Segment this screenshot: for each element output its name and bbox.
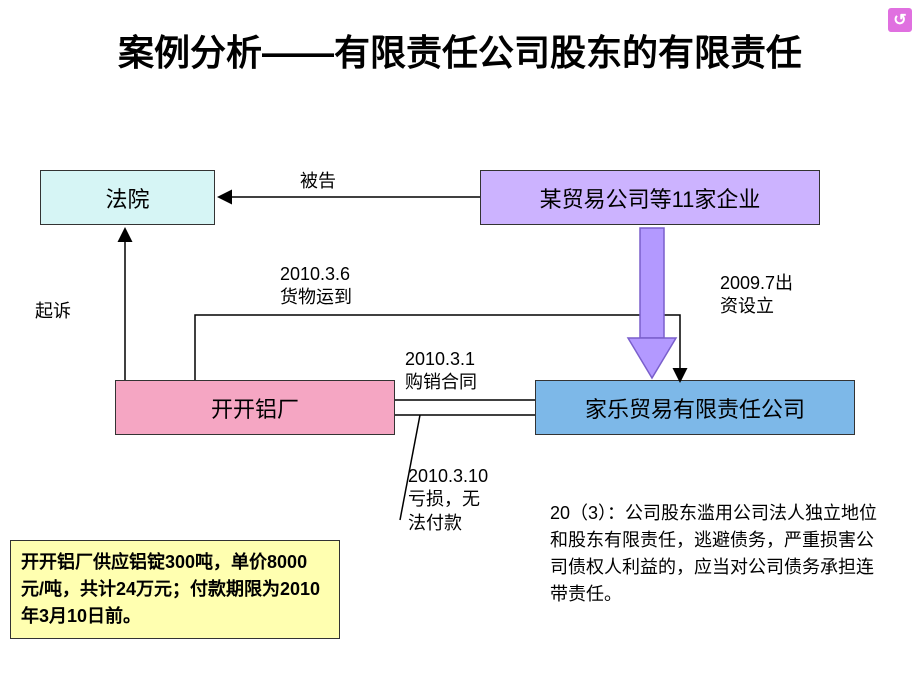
page-title: 案例分析——有限责任公司股东的有限责任 [0, 30, 920, 77]
node-court: 法院 [40, 170, 215, 225]
node-trading-companies-label: 某贸易公司等11家企业 [540, 182, 761, 214]
undo-icon[interactable]: ↺ [888, 8, 912, 32]
edge-label-establish: 2009.7出资设立 [720, 272, 793, 319]
note-box: 开开铝厂供应铝锭300吨，单价8000元/吨，共计24万元；付款期限为2010年… [10, 540, 340, 639]
edge-label-contract: 2010.3.1购销合同 [405, 348, 477, 395]
node-jiale-company: 家乐贸易有限责任公司 [535, 380, 855, 435]
edge-label-loss: 2010.3.10亏损，无法付款 [408, 465, 488, 535]
node-kaikai-label: 开开铝厂 [211, 392, 299, 424]
edge-label-defendant: 被告 [300, 170, 336, 193]
edge-label-goods: 2010.3.6货物运到 [280, 263, 352, 310]
node-kaikai-factory: 开开铝厂 [115, 380, 395, 435]
node-court-label: 法院 [105, 182, 149, 214]
node-trading-companies: 某贸易公司等11家企业 [480, 170, 820, 225]
node-jiale-label: 家乐贸易有限责任公司 [585, 392, 805, 424]
edge-label-sue: 起诉 [35, 300, 71, 323]
law-paragraph: 20（3）：公司股东滥用公司法人独立地位和股东有限责任，逃避债务，严重损害公司债… [550, 500, 890, 608]
